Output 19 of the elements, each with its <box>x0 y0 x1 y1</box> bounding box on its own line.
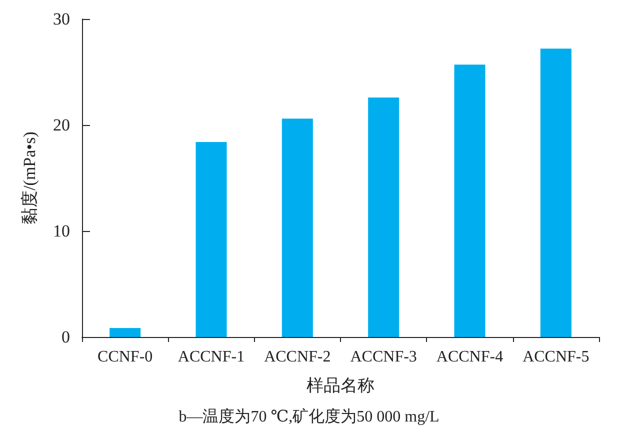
x-axis-title: 样品名称 <box>306 376 374 395</box>
bar <box>368 97 400 337</box>
y-tick-label: 20 <box>53 116 70 134</box>
text: b—温度为70 ℃,矿化度为50 000 mg/L <box>178 408 440 426</box>
x-tick-label: ACCNF-1 <box>178 348 245 366</box>
bar <box>282 118 313 337</box>
y-tick-label: 10 <box>53 222 70 240</box>
y-axis-title: 黏度/(mPa•s) <box>20 132 39 224</box>
y-tick-label: 0 <box>62 328 70 346</box>
x-tick-label: ACCNF-5 <box>522 348 590 366</box>
x-tick-label: ACCNF-4 <box>436 348 504 366</box>
bar <box>540 48 572 337</box>
x-tick-label: ACCNF-2 <box>264 348 331 366</box>
bar <box>196 142 227 337</box>
x-tick-label: CCNF-0 <box>98 348 153 366</box>
y-tick-label: 30 <box>53 10 70 28</box>
x-tick-label: ACCNF-3 <box>350 348 417 366</box>
bar <box>110 328 141 337</box>
bar <box>454 64 486 337</box>
